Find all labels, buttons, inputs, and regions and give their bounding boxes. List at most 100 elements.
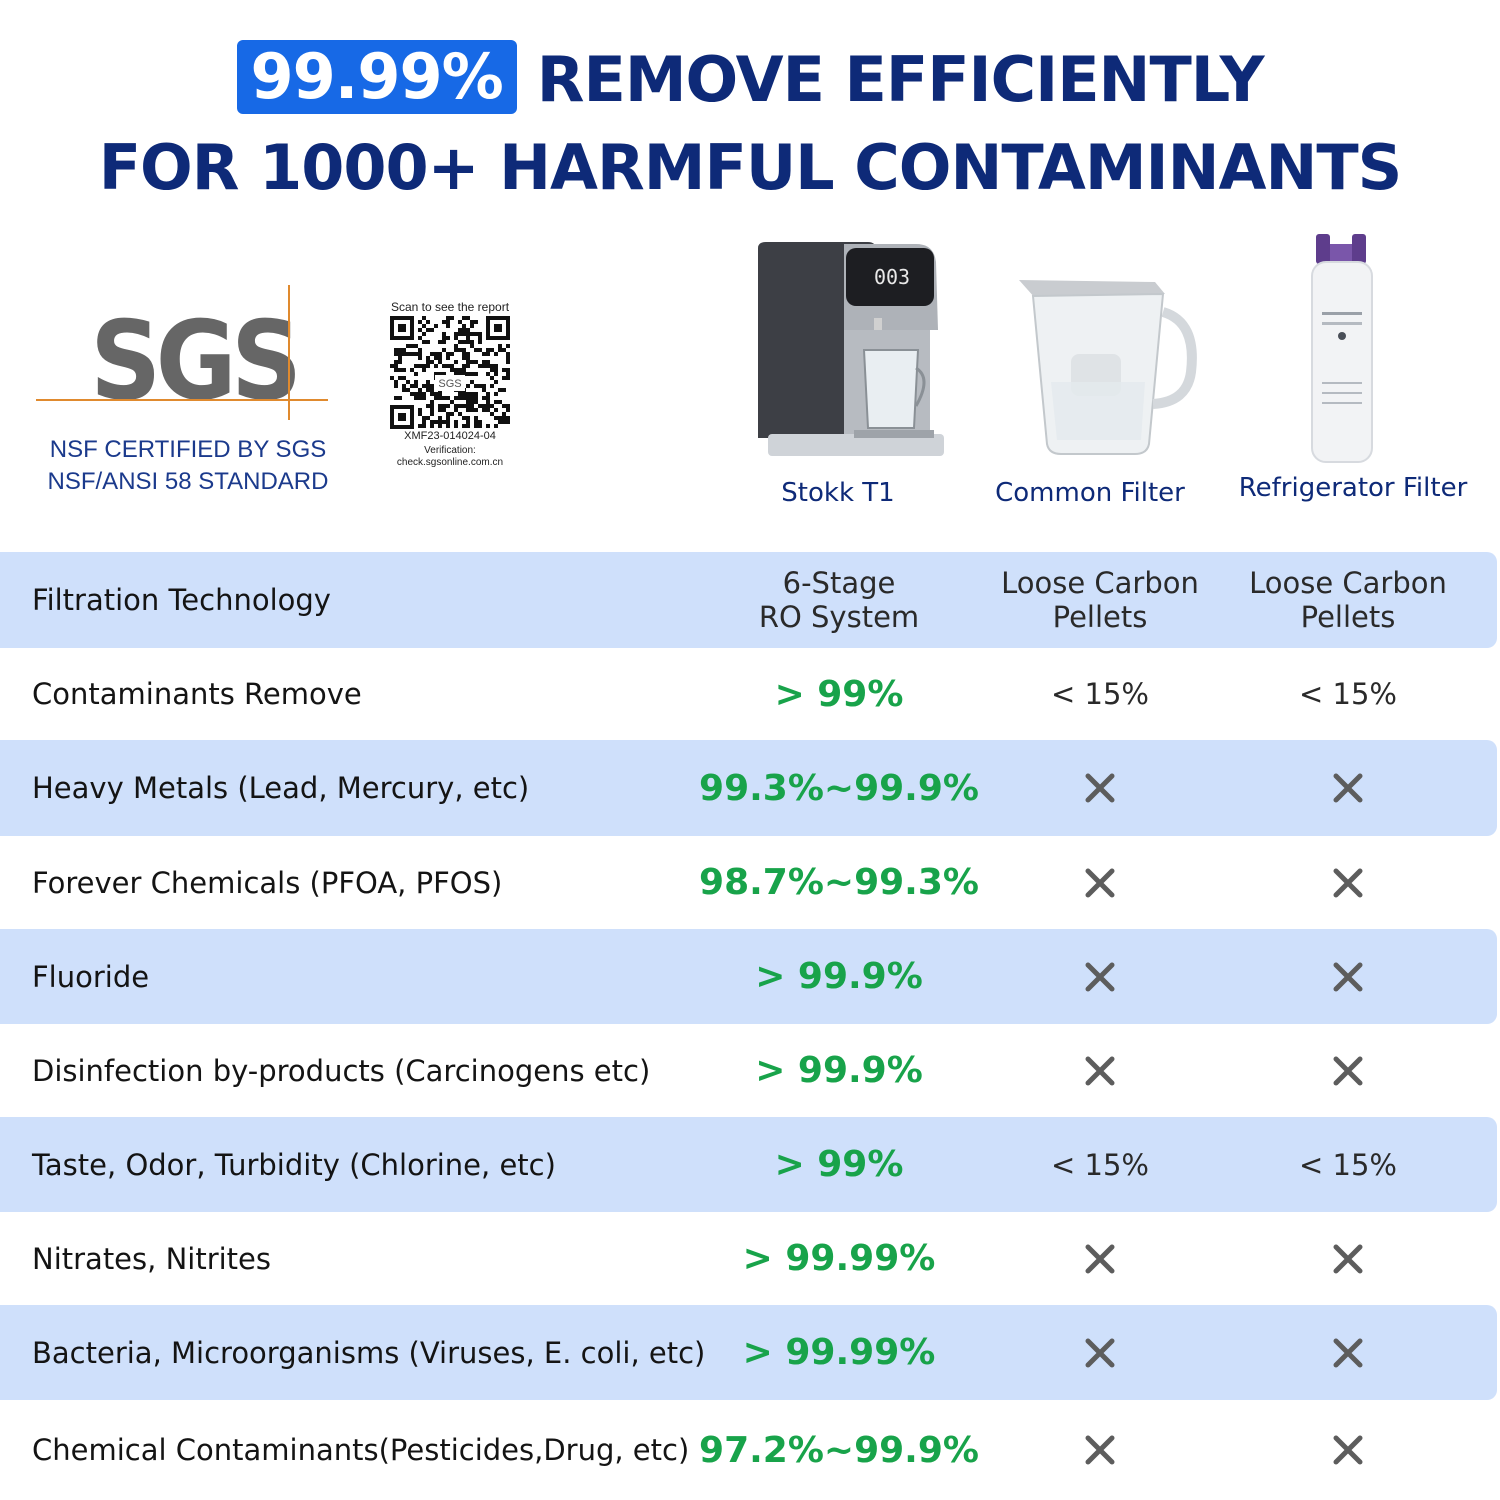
certification-line-1: NSF CERTIFIED BY SGS: [49, 436, 327, 463]
cell-stokk: > 99.9%: [706, 1024, 972, 1117]
headline-badge: 99.99%: [236, 40, 517, 114]
cell-fridge: [1228, 740, 1468, 836]
cell-common: [980, 1400, 1220, 1500]
product-label-fridge: Refrigerator Filter: [1238, 473, 1468, 503]
x-mark-icon: [1085, 1244, 1115, 1273]
x-mark-icon: [1333, 1056, 1363, 1085]
qr-verification: Verification: check.sgsonline.com.cn: [380, 445, 520, 469]
stokk-t1-dispenser-image: 003: [758, 242, 944, 456]
cell-text-line: Loose Carbon: [1249, 566, 1447, 600]
cell-text-line: Pellets: [1052, 600, 1148, 634]
cell-common: [980, 836, 1220, 929]
x-mark-icon: [1085, 1056, 1115, 1085]
headline-line-1: 99.99% REMOVE EFFICIENTLY: [0, 40, 1500, 120]
row-label: Chemical Contaminants(Pesticides,Drug, e…: [32, 1433, 690, 1467]
cell-stokk: > 99%: [706, 1117, 972, 1212]
x-mark-icon: [1085, 773, 1115, 803]
cell-fridge: Loose Carbon Pellets: [1228, 552, 1468, 648]
sgs-logo-text: SGS: [90, 297, 296, 420]
cell-fridge: [1228, 836, 1468, 929]
x-mark-icon: [1333, 1435, 1363, 1465]
table-row: Taste, Odor, Turbidity (Chlorine, etc) > …: [0, 1117, 1497, 1212]
row-label: Filtration Technology: [32, 583, 331, 617]
cell-stokk: 97.2%~99.9%: [699, 1400, 979, 1500]
cell-stokk: > 99%: [706, 648, 972, 740]
cell-common: [980, 929, 1220, 1024]
x-mark-icon: [1333, 868, 1363, 897]
x-mark-icon: [1085, 962, 1115, 991]
cell-common: < 15%: [980, 648, 1220, 740]
common-filter-pitcher-image: [1019, 280, 1197, 455]
cell-text-line: Pellets: [1300, 600, 1396, 634]
cell-fridge: < 15%: [1228, 648, 1468, 740]
stokk-value: > 99%: [774, 1144, 904, 1185]
x-mark-icon: [1085, 1338, 1115, 1367]
table-row: Heavy Metals (Lead, Mercury, etc) 99.3%~9…: [0, 740, 1497, 836]
x-mark-icon: [1085, 1435, 1115, 1465]
cell-fridge: [1228, 1212, 1468, 1305]
cell-text-line: 6-Stage: [782, 566, 896, 600]
sgs-logo: SGS: [36, 285, 328, 420]
cell-text-line: RO System: [758, 600, 920, 634]
row-label: Nitrates, Nitrites: [32, 1241, 271, 1276]
qr-code-icon[interactable]: SGS: [389, 315, 511, 430]
row-label: Heavy Metals (Lead, Mercury, etc): [32, 771, 530, 805]
row-label: Taste, Odor, Turbidity (Chlorine, etc): [32, 1147, 556, 1182]
stokk-value: 98.7%~99.3%: [699, 862, 979, 903]
qr-caption: Scan to see the report: [390, 300, 510, 314]
stokk-value: 97.2%~99.9%: [699, 1429, 979, 1471]
table-row: Disinfection by-products (Carcinogens et…: [0, 1024, 1500, 1117]
cell-fridge: [1228, 1400, 1468, 1500]
cell-stokk: 99.3%~99.9%: [699, 740, 979, 836]
x-mark-icon: [1333, 962, 1363, 991]
x-mark-icon: [1333, 773, 1363, 803]
row-label: Forever Chemicals (PFOA, PFOS): [32, 865, 503, 900]
table-row: Bacteria, Microorganisms (Viruses, E. co…: [0, 1305, 1497, 1400]
comparison-table: Filtration Technology 6-Stage RO System Loo…: [0, 552, 1500, 1500]
table-row: Forever Chemicals (PFOA, PFOS) 98.7%~99.3…: [0, 836, 1500, 929]
table-row: Chemical Contaminants(Pesticides,Drug, e…: [0, 1400, 1500, 1500]
table-row: Filtration Technology 6-Stage RO System Loo…: [0, 552, 1497, 648]
cell-stokk: 6-Stage RO System: [706, 552, 972, 648]
cell-common: [980, 1212, 1220, 1305]
cell-common: [980, 1305, 1220, 1400]
cell-text-line: Loose Carbon: [1001, 566, 1199, 600]
cell-fridge: < 15%: [1228, 1117, 1468, 1212]
cell-common: [980, 740, 1220, 836]
cell-stokk: > 99.99%: [706, 1212, 972, 1305]
row-label: Bacteria, Microorganisms (Viruses, E. co…: [32, 1335, 706, 1370]
product-label-stokk: Stokk T1: [781, 478, 895, 508]
stokk-value: > 99.99%: [742, 1332, 936, 1373]
qr-verification-url: check.sgsonline.com.cn: [396, 457, 504, 468]
dispenser-display: 003: [874, 265, 910, 289]
competitor-value: < 15%: [1051, 677, 1149, 711]
cell-stokk: > 99.9%: [706, 929, 972, 1024]
cell-fridge: [1228, 1024, 1468, 1117]
x-mark-icon: [1333, 1244, 1363, 1273]
x-mark-icon: [1085, 868, 1115, 897]
stokk-value: > 99%: [774, 673, 904, 715]
table-row: Nitrates, Nitrites > 99.99%: [0, 1212, 1500, 1305]
product-label-common: Common Filter: [995, 478, 1185, 508]
row-label: Disinfection by-products (Carcinogens et…: [32, 1053, 651, 1088]
row-label: Contaminants Remove: [32, 677, 362, 711]
table-row: Contaminants Remove > 99% < 15% < 15%: [0, 648, 1500, 740]
competitor-value: < 15%: [1299, 1147, 1397, 1182]
cell-common: [980, 1024, 1220, 1117]
cell-stokk: 98.7%~99.3%: [699, 836, 979, 929]
cell-fridge: [1228, 929, 1468, 1024]
stokk-value: > 99.9%: [755, 1050, 923, 1091]
cell-common: Loose Carbon Pellets: [980, 552, 1220, 648]
cell-common: < 15%: [980, 1117, 1220, 1212]
headline-line-2: FOR 1000+ HARMFUL CONTAMINANTS: [98, 131, 1403, 204]
table-row: Fluoride > 99.9%: [0, 929, 1497, 1024]
cell-fridge: [1228, 1305, 1468, 1400]
competitor-value: < 15%: [1051, 1147, 1149, 1182]
certification-line-2: NSF/ANSI 58 STANDARD: [47, 468, 329, 495]
refrigerator-filter-image: [1311, 234, 1373, 463]
qr-report-id: XMF23-014024-04: [404, 430, 496, 442]
qr-verification-label: Verification:: [424, 445, 476, 456]
stokk-value: > 99.99%: [742, 1238, 936, 1279]
stokk-value: 99.3%~99.9%: [699, 767, 979, 809]
qr-inner-label: SGS: [438, 378, 461, 390]
